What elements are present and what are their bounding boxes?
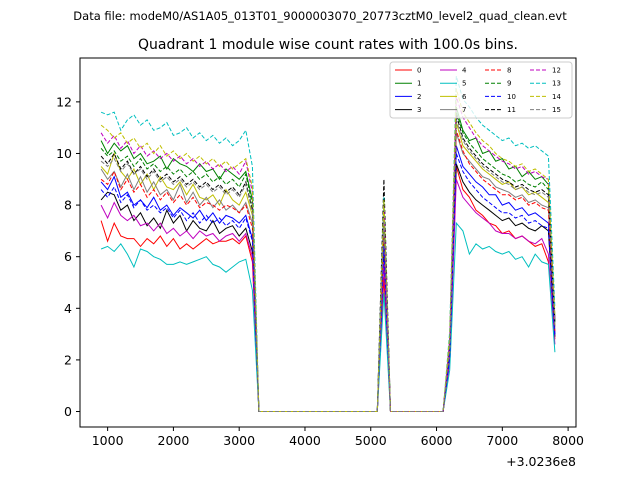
legend-label-0: 0 [417, 67, 421, 75]
series-line-11 [100, 114, 556, 412]
series-line-2 [100, 145, 556, 412]
x-tick-label: 3000 [223, 433, 255, 448]
series-line-14 [100, 88, 556, 412]
plot-frame [79, 57, 577, 428]
legend-label-8: 8 [507, 67, 511, 75]
legend-label-10: 10 [507, 93, 516, 101]
y-tick-label: 0 [64, 404, 72, 419]
series-line-7 [100, 132, 556, 412]
x-tick-label: 5000 [355, 433, 387, 448]
series-line-4 [100, 179, 556, 412]
series-line-0 [100, 166, 556, 412]
x-tick-label: 2000 [158, 433, 190, 448]
legend-label-14: 14 [552, 93, 561, 101]
series-line-5 [100, 221, 556, 412]
series-line-8 [100, 130, 556, 412]
y-tick-label: 6 [64, 249, 72, 264]
y-tick-label: 2 [64, 352, 72, 367]
x-tick-label: 7000 [486, 433, 518, 448]
legend-label-11: 11 [507, 106, 516, 114]
series-line-10 [100, 153, 556, 412]
ticks-layer: 1000 2000 3000 4000 5000 6000 7000 8000 0 2 4 6 8 10 1… [56, 94, 584, 448]
legend-label-7: 7 [462, 106, 466, 114]
y-tick-label: 12 [56, 94, 72, 109]
series-line-15 [100, 119, 556, 412]
series-line-9 [100, 112, 556, 412]
x-tick-label: 1000 [92, 433, 124, 448]
legend-label-6: 6 [462, 93, 467, 101]
legend-box [389, 61, 573, 119]
legend-label-1: 1 [417, 80, 421, 88]
x-tick-label: 8000 [552, 433, 584, 448]
legend-label-9: 9 [507, 80, 511, 88]
legend-label-15: 15 [552, 106, 561, 114]
legend-label-4: 4 [462, 67, 467, 75]
legend-label-2: 2 [417, 93, 421, 101]
figure-suptitle: Data file: modeM0/AS1A05_013T01_90000030… [73, 9, 567, 23]
chart-title: Quadrant 1 module wise count rates with … [138, 37, 518, 53]
legend-label-12: 12 [552, 67, 561, 75]
y-tick-label: 4 [64, 301, 72, 316]
x-axis-offset-label: +3.0236e8 [506, 454, 576, 469]
y-tick-label: 8 [64, 198, 72, 213]
legend-label-13: 13 [552, 80, 561, 88]
legend-label-3: 3 [417, 106, 421, 114]
legend-label-5: 5 [462, 80, 466, 88]
series-line-1 [100, 106, 556, 412]
x-tick-label: 6000 [421, 433, 453, 448]
y-tick-label: 10 [56, 146, 72, 161]
series-layer [100, 75, 556, 412]
x-tick-label: 4000 [289, 433, 321, 448]
